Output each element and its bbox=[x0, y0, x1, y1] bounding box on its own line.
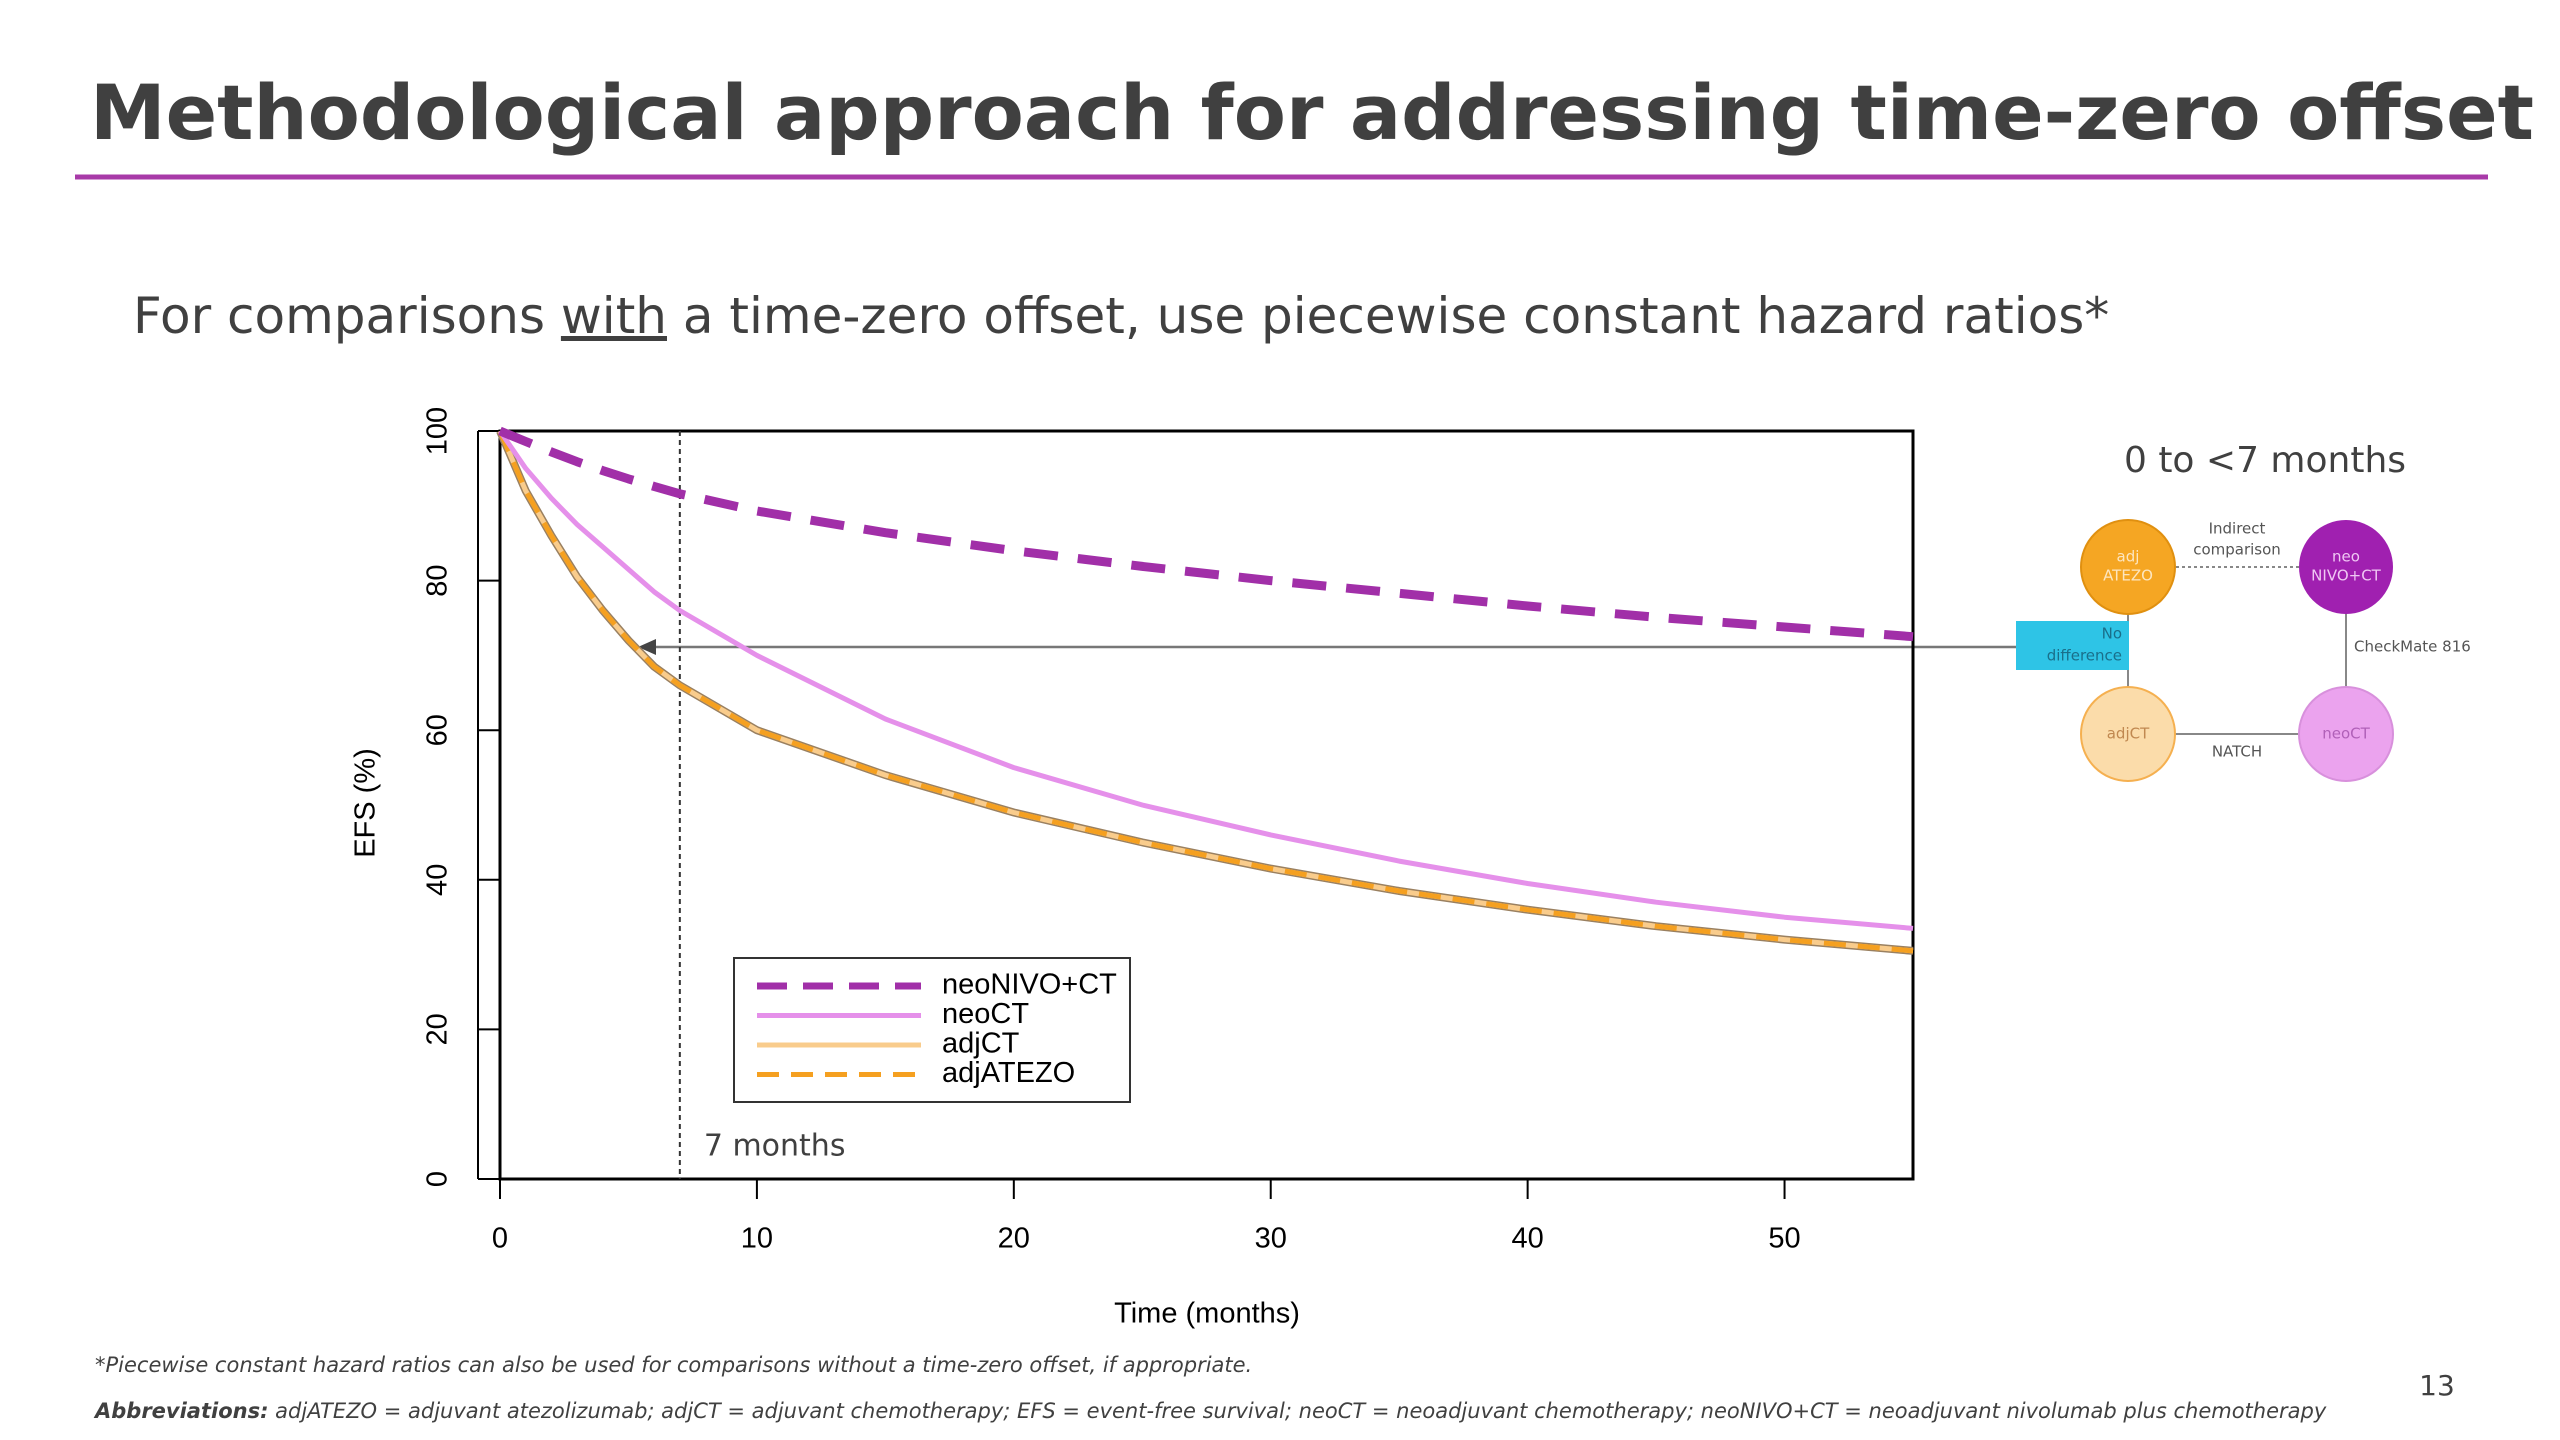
y-tick-label: 100 bbox=[422, 407, 454, 455]
callout-box bbox=[2016, 621, 2129, 670]
edge-label: comparison bbox=[2193, 541, 2281, 559]
y-tick-label: 60 bbox=[422, 714, 454, 746]
node bbox=[2080, 519, 2176, 615]
x-tick-label: 0 bbox=[492, 1223, 508, 1255]
y-tick-label: 0 bbox=[422, 1171, 454, 1187]
annotation: 7 months bbox=[704, 1129, 846, 1164]
x-axis-label: Time (months) bbox=[1114, 1298, 1300, 1330]
diagram-title: 0 to <7 months bbox=[2124, 440, 2406, 481]
edge-label: CheckMate 816 bbox=[2354, 638, 2471, 656]
node-label: neoCT bbox=[2322, 725, 2370, 743]
line-outline bbox=[496, 429, 1914, 955]
series-line bbox=[498, 426, 1914, 642]
page-number: 13 bbox=[2419, 1369, 2455, 1402]
node-label: adj bbox=[2117, 548, 2140, 566]
series-line bbox=[497, 430, 1914, 954]
node-label: ATEZO bbox=[2103, 567, 2153, 585]
subtitle: For comparisons with a time-zero offset,… bbox=[133, 287, 2109, 345]
y-tick-label: 20 bbox=[422, 1013, 454, 1045]
abbreviations-label: Abbreviations: bbox=[93, 1399, 269, 1423]
legend-label: neoNIVO+CT bbox=[942, 969, 1117, 1001]
legend-label: adjCT bbox=[942, 1028, 1020, 1060]
y-tick-label: 80 bbox=[422, 564, 454, 596]
subtitle-text: a time-zero offset, use piecewise consta… bbox=[667, 287, 2109, 345]
x-tick-label: 40 bbox=[1512, 1223, 1544, 1255]
node bbox=[2299, 520, 2393, 614]
y-tick-label: 40 bbox=[422, 864, 454, 896]
series-line bbox=[497, 429, 1914, 931]
y-axis-label: EFS (%) bbox=[350, 748, 382, 858]
x-tick-label: 50 bbox=[1768, 1223, 1800, 1255]
edge-label: NATCH bbox=[2212, 743, 2262, 761]
callout-text: No bbox=[2102, 625, 2122, 643]
slide-title: Methodological approach for addressing t… bbox=[90, 68, 2534, 157]
series-line bbox=[497, 430, 1914, 954]
legend-label: neoCT bbox=[942, 998, 1029, 1030]
callout-text: difference bbox=[2047, 647, 2122, 665]
node bbox=[2080, 686, 2176, 782]
plot-frame bbox=[498, 429, 1915, 1181]
x-tick-label: 10 bbox=[741, 1223, 773, 1255]
abbreviations-text: adjATEZO = adjuvant atezolizumab; adjCT … bbox=[269, 1399, 2327, 1423]
node-label: neo bbox=[2332, 548, 2360, 566]
arrow-head bbox=[638, 639, 656, 655]
x-tick-label: 30 bbox=[1255, 1223, 1287, 1255]
node-label: NIVO+CT bbox=[2311, 567, 2381, 585]
legend-box bbox=[733, 957, 1131, 1103]
legend-label: adjATEZO bbox=[942, 1057, 1075, 1089]
node-label: adjCT bbox=[2107, 725, 2150, 743]
x-tick-label: 20 bbox=[998, 1223, 1030, 1255]
abbreviations: Abbreviations: adjATEZO = adjuvant atezo… bbox=[93, 1399, 2327, 1423]
footnote: *Piecewise constant hazard ratios can al… bbox=[95, 1353, 1252, 1377]
subtitle-text: For comparisons bbox=[133, 287, 561, 345]
edge-label: Indirect bbox=[2209, 520, 2266, 538]
subtitle-underlined: with bbox=[561, 287, 667, 345]
node bbox=[2298, 686, 2394, 782]
